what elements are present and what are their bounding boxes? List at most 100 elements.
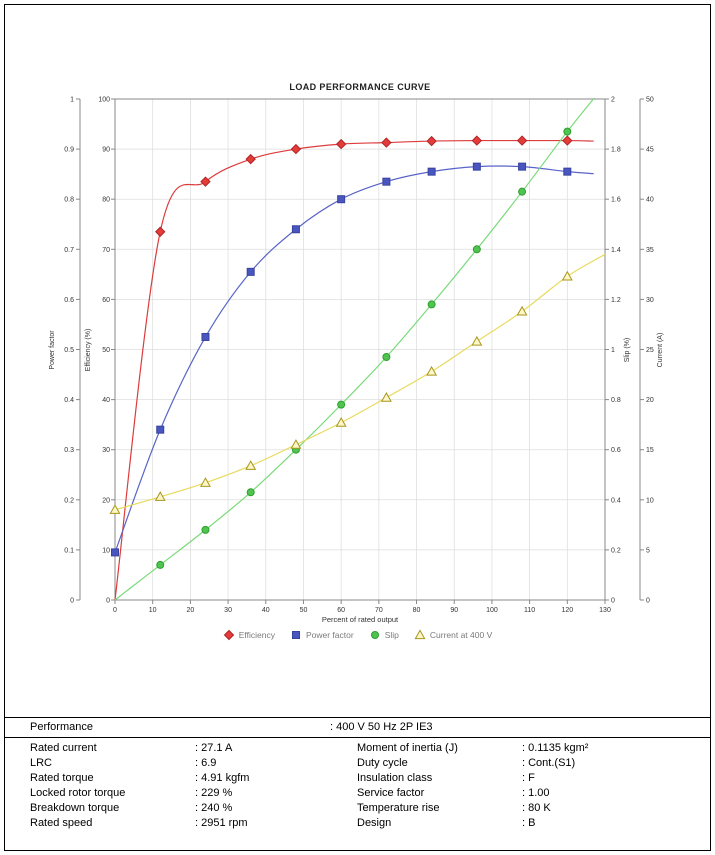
spec-value: : 27.1 A [195,742,233,754]
performance-row: Performance : 400 V 50 Hz 2P IE3 [5,718,710,738]
table-row: Rated current : 27.1 A Moment of inertia (… [5,741,710,756]
legend-label: Current at 400 V [429,630,493,640]
svg-text:0.8: 0.8 [64,197,74,204]
svg-text:0.4: 0.4 [611,497,621,504]
legend-label: Power factor [305,630,354,640]
legend-item-slip: Slip [369,629,399,641]
square-marker-icon [291,631,300,639]
legend-item-efficiency: Efficiency [223,629,275,641]
spec-label: Breakdown torque [30,802,120,814]
spec-label: Rated current [30,742,97,754]
svg-text:0: 0 [70,598,74,605]
svg-text:0.3: 0.3 [64,447,74,454]
svg-text:80: 80 [102,197,110,204]
svg-text:30: 30 [646,297,654,304]
svg-text:0.7: 0.7 [64,247,74,254]
svg-text:15: 15 [646,447,654,454]
svg-text:80: 80 [413,607,421,614]
spec-label: Design [357,817,392,829]
load-performance-chart: LOAD PERFORMANCE CURVE 0 0.1 0.2 0.3 0.4 0.5 0… [49,82,664,624]
svg-text:60: 60 [102,297,110,304]
spec-value: : 4.91 kgfm [195,772,250,784]
spec-value: : 6.9 [195,757,217,769]
svg-text:0.2: 0.2 [611,547,621,554]
spec-label: Rated speed [30,817,93,829]
svg-text:2: 2 [611,97,615,104]
table-row: LRC: 6.9 Duty cycle: Cont.(S1) [5,756,710,771]
svg-text:20: 20 [186,607,194,614]
legend-item-power-factor: Power factor [290,629,354,641]
spec-label: Service factor [357,787,425,799]
svg-text:50: 50 [102,347,110,354]
svg-text:40: 40 [262,607,270,614]
y-axis-eff: 0 10 20 30 40 50 60 70 80 90 100 [98,97,116,605]
spec-value: : 0.1135 kgm² [522,742,589,754]
x-axis-title: Percent of rated output [322,615,399,624]
series-slip-markers [156,127,572,569]
series-efficiency-markers [155,135,573,237]
svg-text:35: 35 [646,247,654,254]
spec-label: Rated torque [30,772,94,784]
triangle-marker-icon [414,629,426,640]
svg-text:110: 110 [524,607,535,614]
svg-text:90: 90 [450,607,458,614]
spec-label: Insulation class [357,772,433,784]
spec-rows: Rated current : 27.1 A Moment of inertia (… [5,738,710,837]
spec-value: : F [522,772,535,784]
svg-text:30: 30 [224,607,232,614]
spec-value: : 2951 rpm [195,817,248,829]
svg-text:1.8: 1.8 [611,147,621,154]
svg-text:50: 50 [300,607,308,614]
svg-text:40: 40 [102,397,110,404]
svg-text:100: 100 [98,97,110,104]
x-axis: 0 10 20 30 40 50 60 70 80 90 100 110 120 130 [113,600,611,614]
svg-text:0: 0 [113,607,117,614]
chart-title: LOAD PERFORMANCE CURVE [289,82,430,92]
diamond-marker-icon [223,629,234,641]
series-current-at-400-v-markers [109,270,573,514]
y-axis-slip: 0 0.2 0.4 0.6 0.8 1 1.2 1.4 1.6 1.8 2 [604,97,621,605]
svg-text:0.2: 0.2 [64,497,74,504]
spec-label: Temperature rise [357,802,440,814]
svg-text:10: 10 [149,607,157,614]
spec-label: Locked rotor torque [30,787,126,799]
svg-text:1: 1 [611,347,615,354]
y-axis-title-slip: Slip (%) [624,338,631,363]
svg-text:1.4: 1.4 [611,247,621,254]
svg-text:40: 40 [646,197,654,204]
svg-text:0: 0 [611,598,615,605]
table-row: Locked rotor torque : 229 % Service factor… [5,786,710,801]
spec-label: LRC [30,757,53,769]
series-power-factor-line [114,165,594,553]
svg-text:1.2: 1.2 [611,297,621,304]
svg-text:70: 70 [102,247,110,254]
table-row: Rated torque : 4.91 kgfm Insulation class:… [5,771,710,786]
table-row: Breakdown torque: 240 % Temperature rise:… [5,801,710,816]
chart-grid [114,98,606,601]
svg-text:30: 30 [102,447,110,454]
spec-value: : 240 % [195,802,233,814]
legend-label: Efficiency [238,630,275,640]
svg-text:0.9: 0.9 [64,147,74,154]
chart-axes: 00.10.20.30.40.50.60.70.80.9101020304050… [64,97,654,615]
svg-text:0.1: 0.1 [64,547,74,554]
table-row: Rated speed: 2951 rpm Design: B [5,816,710,831]
svg-text:20: 20 [102,497,110,504]
svg-text:50: 50 [646,97,654,104]
svg-text:0.5: 0.5 [64,347,74,354]
spec-label: Duty cycle [357,757,408,769]
svg-text:130: 130 [599,607,611,614]
svg-text:100: 100 [486,607,498,614]
svg-text:0: 0 [646,598,650,605]
svg-text:10: 10 [646,497,654,504]
spec-table: Performance : 400 V 50 Hz 2P IE3 Rated c… [5,717,710,837]
svg-text:10: 10 [102,547,110,554]
spec-label: Moment of inertia (J) [357,742,458,754]
y-axis-title-power-factor: Power factor [49,330,56,370]
performance-label: Performance [30,721,93,733]
spec-value: : 229 % [195,787,233,799]
series-power-factor-markers [111,162,572,557]
svg-text:25: 25 [646,347,654,354]
svg-text:70: 70 [375,607,383,614]
